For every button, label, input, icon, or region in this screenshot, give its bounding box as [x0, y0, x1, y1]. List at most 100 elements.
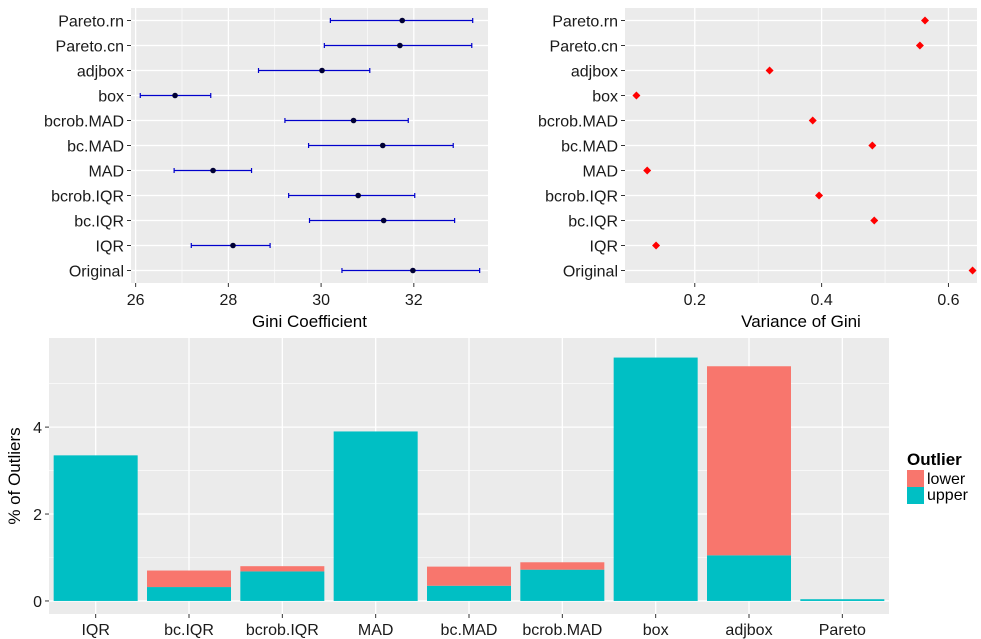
legend-label-upper: upper	[927, 487, 969, 504]
bar-upper	[147, 587, 231, 601]
point	[350, 117, 357, 124]
x-tick-label: IQR	[81, 622, 109, 639]
x-tick-label: 30	[312, 292, 330, 309]
point	[632, 91, 641, 100]
point	[920, 16, 929, 25]
y-tick-label: MAD	[88, 164, 124, 181]
y-tick-label: 4	[33, 420, 42, 437]
x-tick-label: 0.6	[937, 292, 959, 309]
y-tick-label: bcrob.MAD	[44, 114, 124, 131]
y-tick-label: Pareto.rn	[58, 14, 124, 31]
bar-lower	[427, 566, 511, 586]
y-tick-label: IQR	[590, 239, 618, 256]
point	[652, 241, 661, 250]
point	[643, 166, 652, 175]
x-tick-label: 28	[219, 292, 237, 309]
bar-upper	[333, 431, 418, 601]
point	[870, 216, 879, 225]
x-tick-label: adjbox	[725, 622, 772, 639]
point	[319, 67, 325, 74]
y-tick-label: bc.MAD	[67, 139, 124, 156]
x-tick-label: 32	[405, 292, 423, 309]
y-tick-labels: Pareto.rn Pareto.cn adjbox box bcrob.MAD bc.M…	[538, 14, 625, 281]
y-tick-label: bcrob.IQR	[51, 189, 124, 206]
y-tick-label: MAD	[582, 164, 618, 181]
point	[355, 192, 361, 199]
point	[399, 17, 406, 24]
y-tick-label: bc.MAD	[561, 139, 618, 156]
y-tick-label: box	[592, 89, 618, 106]
x-axis-title: Gini Coefficient	[252, 312, 367, 331]
variance-of-gini-panel: Pareto.rn Pareto.cn adjbox box bcrob.MAD bc.M…	[538, 8, 977, 331]
legend-title: Outlier	[907, 450, 962, 469]
y-tick-label: Original	[563, 264, 618, 281]
y-tick-label: adjbox	[77, 64, 124, 81]
x-tick-label: bc.MAD	[441, 622, 498, 639]
y-tick-label: bc.IQR	[568, 214, 618, 231]
y-tick-labels: Pareto.rn Pareto.cn adjbox box bcrob.MAD bc.M…	[44, 14, 131, 281]
x-tick-labels: 26 28 30 32	[127, 283, 423, 309]
bar-upper	[53, 455, 138, 601]
x-tick-label: 0.2	[684, 292, 706, 309]
y-tick-label: bcrob.IQR	[545, 189, 618, 206]
y-tick-label: Pareto.cn	[550, 39, 618, 56]
y-tick-label: IQR	[96, 239, 124, 256]
bar-upper	[613, 357, 698, 601]
y-tick-label: box	[98, 89, 124, 106]
bar-upper	[427, 585, 511, 601]
bar-lower	[520, 562, 605, 570]
bar-upper	[520, 569, 605, 601]
bar-lower	[147, 570, 231, 588]
legend: Outlier lower upper	[907, 450, 969, 504]
x-tick-label: bc.IQR	[164, 622, 214, 639]
x-tick-label: box	[643, 622, 669, 639]
point	[230, 242, 236, 249]
y-tick-label: Pareto.rn	[552, 14, 618, 31]
point	[968, 266, 977, 275]
y-tick-label: 0	[33, 594, 42, 611]
x-tick-labels: 0.2 0.4 0.6	[684, 283, 960, 309]
x-tick-label: Pareto	[819, 622, 866, 639]
point	[172, 92, 178, 99]
bar-upper	[240, 571, 325, 601]
legend-key-upper	[907, 487, 924, 504]
y-tick-label: 2	[33, 507, 42, 524]
bar-lower	[707, 366, 791, 556]
y-tick-label: bcrob.MAD	[538, 114, 618, 131]
y-tick-label: Pareto.cn	[56, 39, 124, 56]
y-tick-labels: 0 2 4	[33, 420, 49, 611]
y-axis-title: % of Outliers	[5, 427, 24, 524]
point	[410, 267, 416, 274]
bar-lower	[240, 566, 325, 572]
point	[815, 191, 824, 200]
y-tick-label: bc.IQR	[74, 214, 124, 231]
bar-upper	[707, 555, 791, 601]
error-bar-points	[139, 17, 481, 274]
point	[380, 217, 387, 224]
point	[915, 41, 924, 50]
legend-key-lower	[907, 470, 924, 487]
x-tick-label: 26	[127, 292, 145, 309]
x-tick-label: MAD	[358, 622, 394, 639]
point	[397, 42, 403, 49]
y-tick-label: adjbox	[571, 64, 618, 81]
x-tick-label: bcrob.MAD	[522, 622, 602, 639]
outlier-percentage-panel: 0 2 4 IQR bc.IQR bcrob.IQR MAD bc.MAD bcrob.MAD…	[5, 338, 969, 639]
bar-upper	[800, 599, 885, 601]
variance-points	[632, 16, 977, 275]
y-tick-label: Original	[69, 264, 124, 281]
x-tick-labels: IQR bc.IQR bcrob.IQR MAD bc.MAD bcrob.MAD box a…	[81, 614, 866, 639]
point	[379, 142, 386, 149]
point	[210, 167, 216, 174]
legend-label-lower: lower	[927, 471, 966, 488]
x-axis-title: Variance of Gini	[741, 312, 861, 331]
point	[765, 66, 774, 75]
x-tick-label: 0.4	[810, 292, 832, 309]
stacked-bars	[53, 357, 885, 601]
point	[868, 141, 877, 150]
gini-coefficient-panel: Pareto.rn Pareto.cn adjbox box bcrob.MAD bc.M…	[44, 8, 488, 331]
x-tick-label: bcrob.IQR	[246, 622, 319, 639]
grid-lines	[625, 8, 977, 283]
point	[808, 116, 817, 125]
